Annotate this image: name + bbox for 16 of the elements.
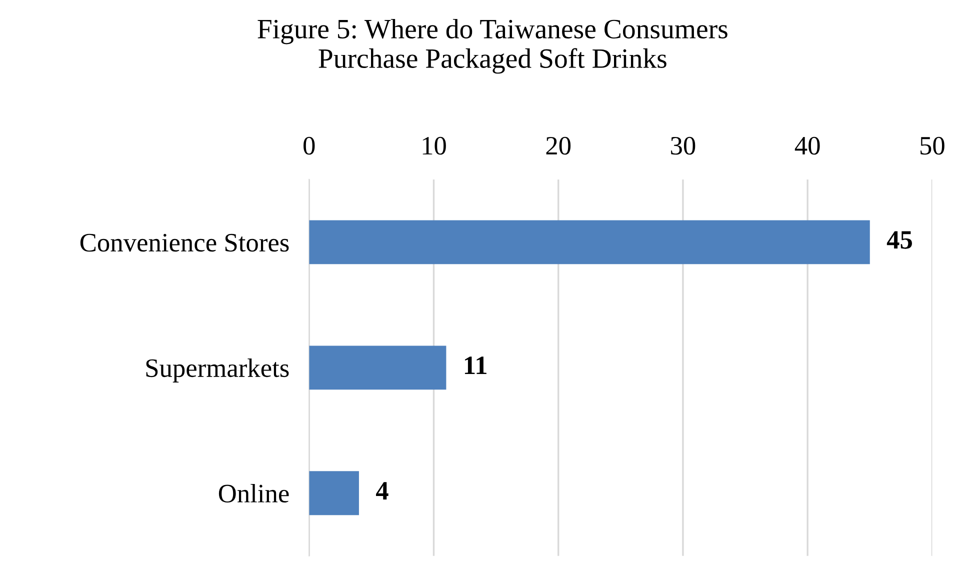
x-tick-label: 10 [422, 136, 446, 155]
y-tick-label: Supermarkets [146, 358, 289, 382]
data-label: 4 [376, 482, 388, 500]
x-tick-label: 50 [920, 136, 944, 155]
data-label: 11 [464, 356, 486, 374]
x-tick-label: 0 [304, 136, 315, 155]
bar [309, 346, 446, 390]
chart-title: Figure 5: Where do Taiwanese Consumers Purchase Packaged Soft Drinks [258, 18, 728, 74]
x-tick-label: 40 [794, 136, 820, 155]
y-tick-label: Convenience Stores [80, 234, 289, 252]
x-tick-label: 20 [546, 136, 571, 155]
x-tick-label: 30 [671, 136, 696, 155]
data-label: 45 [886, 231, 912, 249]
bar [309, 471, 359, 516]
y-tick-label: Online [218, 484, 289, 503]
bar [309, 220, 870, 264]
